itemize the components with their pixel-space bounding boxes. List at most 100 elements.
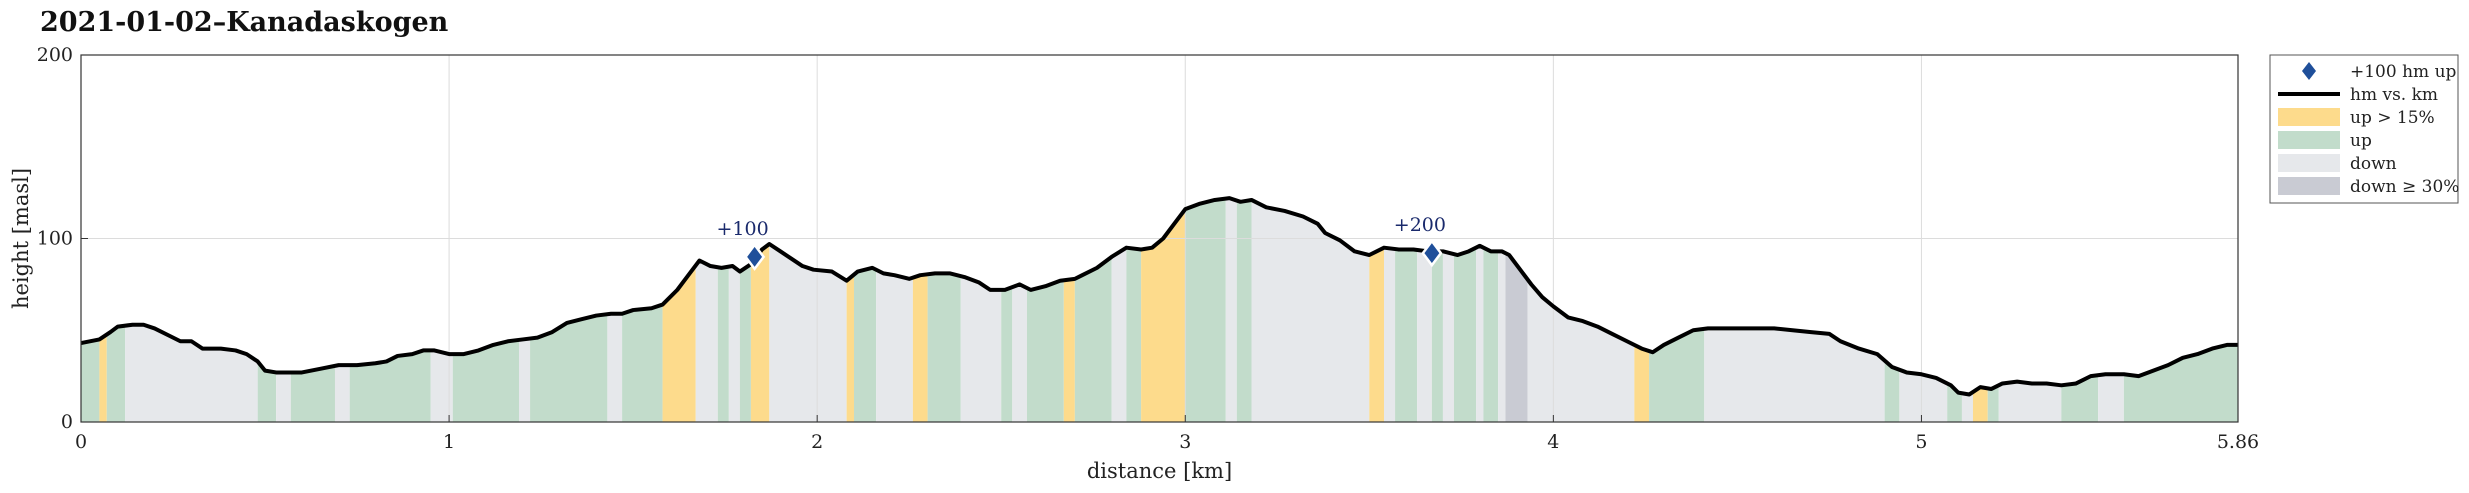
grid-lines [81, 55, 2238, 422]
band-steep-up [662, 265, 696, 422]
milestone-label: +200 [1394, 214, 1446, 236]
band-steep-up [1634, 344, 1650, 422]
legend-label: hm vs. km [2350, 85, 2438, 105]
band-up [622, 304, 663, 422]
band-up [717, 266, 729, 422]
band-up [257, 361, 277, 422]
band-down [960, 276, 1002, 422]
band-up [290, 365, 335, 422]
band-down [430, 350, 453, 422]
x-tick-label: 2 [811, 431, 823, 453]
legend: +100 hm up hm vs. km up > 15% up down down ≥ … [2269, 54, 2459, 204]
x-tick-label: 0 [75, 431, 87, 453]
profile-line [80, 196, 2238, 397]
band-up [1126, 247, 1142, 422]
band-steep-up [750, 244, 770, 422]
legend-color-swatch [2278, 131, 2340, 149]
band-down [1476, 245, 1484, 422]
legend-marker-swatch [2302, 62, 2316, 80]
x-tick-label: 5.86 [2217, 431, 2259, 453]
milestone-markers: +100 +200 [717, 214, 1446, 271]
band-down [1384, 247, 1396, 422]
band-down [1225, 198, 1237, 422]
band-up [927, 273, 961, 422]
x-tick-label: 5 [1915, 431, 1927, 453]
legend-color-swatch [2278, 108, 2340, 126]
legend-label: up [2350, 131, 2372, 151]
band-steep-down [1505, 253, 1528, 422]
legend-label: down ≥ 30% [2350, 177, 2459, 197]
band-steep-up [1369, 247, 1385, 422]
band-up [1026, 280, 1064, 422]
band-up [1431, 251, 1443, 422]
y-tick-label: 100 [37, 228, 73, 250]
band-up [452, 339, 520, 422]
band-down [2098, 374, 2124, 422]
band-down [607, 313, 623, 422]
band-up [1074, 256, 1112, 422]
band-up [2061, 375, 2099, 422]
band-steep-up [912, 274, 928, 422]
band-up [1483, 247, 1499, 422]
legend-item-up: up [2278, 131, 2372, 151]
y-tick-label: 0 [61, 411, 73, 433]
band-down [1498, 251, 1506, 422]
band-up [349, 350, 431, 422]
legend-color-swatch [2278, 154, 2340, 172]
legend-item-steep-up: up > 15% [2278, 108, 2435, 128]
band-steep-up [846, 274, 854, 422]
y-ticks: 0 100 200 [37, 44, 88, 433]
band-up [1649, 328, 1705, 422]
legend-items: +100 hm up hm vs. km up > 15% up down down ≥ … [2278, 62, 2459, 197]
x-ticks: 0 1 2 3 4 5 5.86 [75, 415, 2259, 453]
band-down [334, 365, 350, 422]
chart-title: 2021-01-02–Kanadaskogen [40, 7, 449, 38]
band-down [769, 244, 847, 422]
band-down [1417, 249, 1432, 422]
legend-item-profile: hm vs. km [2278, 85, 2438, 105]
band-up [853, 267, 877, 422]
band-up [1001, 287, 1013, 422]
band-down [519, 338, 531, 422]
band-down [1442, 251, 1454, 422]
legend-label: up > 15% [2350, 108, 2435, 128]
band-down [695, 260, 718, 422]
milestone-marker [744, 242, 766, 271]
milestone-label: +100 [717, 218, 769, 240]
band-down [876, 269, 913, 422]
band-up [530, 314, 608, 422]
band-down [1899, 369, 1948, 422]
band-down [1961, 392, 1973, 422]
band-steep-up [99, 334, 107, 422]
band-down [1111, 247, 1127, 422]
band-up [1453, 247, 1477, 422]
band-up [106, 325, 126, 422]
band-up [1987, 385, 1999, 422]
band-up [1395, 249, 1418, 422]
x-tick-label: 3 [1179, 431, 1191, 453]
band-down [728, 266, 740, 422]
band-up [1236, 199, 1252, 422]
band-up [1185, 198, 1226, 422]
plot-area: 0 1 2 3 4 5 5.86 0 100 200 +100 +200 [37, 44, 2259, 453]
band-down [1012, 284, 1027, 422]
legend-label: +100 hm up [2350, 62, 2457, 82]
band-down [125, 324, 258, 422]
y-tick-label: 200 [37, 44, 73, 66]
legend-item-down: down [2278, 154, 2397, 174]
legend-label: down [2350, 154, 2397, 174]
band-steep-up [1063, 278, 1075, 422]
y-axis-label: height [masl] [9, 168, 33, 309]
band-steep-up [1972, 387, 1988, 422]
gradient-bands [81, 198, 2238, 422]
legend-color-swatch [2278, 177, 2340, 195]
band-down [1527, 279, 1635, 422]
band-down [276, 372, 291, 422]
band-down [1998, 381, 2062, 422]
legend-item-milestone: +100 hm up [2302, 62, 2457, 82]
band-down [1704, 328, 1885, 422]
band-up [1884, 360, 1900, 422]
band-steep-up [1141, 209, 1186, 422]
band-down [1251, 199, 1370, 422]
